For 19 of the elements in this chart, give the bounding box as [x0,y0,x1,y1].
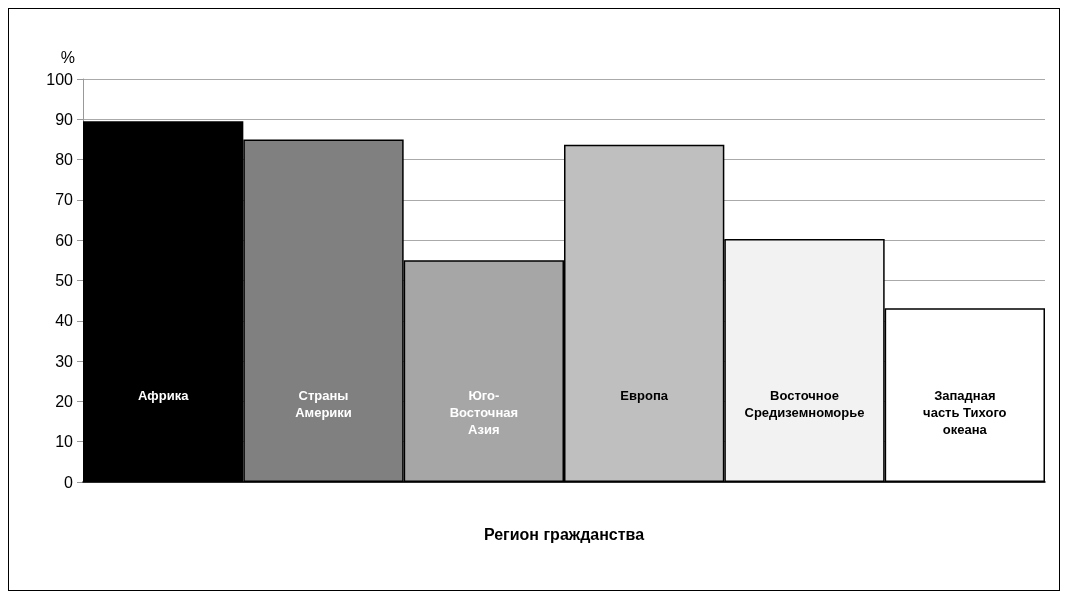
x-tick-label: Страны Америки [295,388,352,420]
x-tick-label: Африка [137,388,190,403]
y-tick-label: 100 [46,70,74,88]
y-tick-label: 70 [55,191,74,209]
y-tick-label: 30 [55,352,74,370]
x-tick-label: Западная часть Тихого океана [923,388,1007,437]
y-tick-label: 50 [55,272,74,289]
y-tick-label: 10 [55,433,74,451]
y-tick-label: 20 [55,392,74,410]
y-tick-label: 80 [55,151,74,169]
x-tick-label: Юго-Восточная Азия [449,388,519,437]
y-tick-label: 40 [55,312,74,330]
x-tick-label: Европа [620,388,669,403]
y-axis-title: % [60,48,75,66]
y-tick-label: 0 [64,473,74,491]
y-tick-label: 60 [55,231,74,249]
x-axis-title: Регион гражданства [483,525,645,543]
x-tick-label: Восточное Средиземноморье [744,388,865,420]
y-tick-label: 90 [55,110,74,128]
